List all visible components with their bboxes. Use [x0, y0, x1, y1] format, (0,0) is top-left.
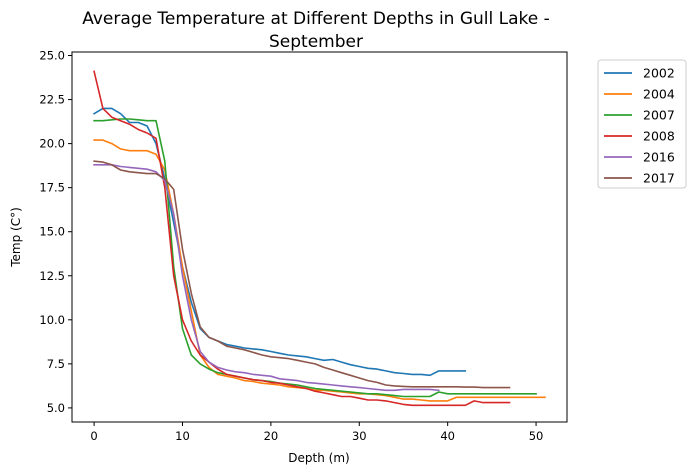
series-layer: [93, 70, 546, 407]
y-tick-label: 12.5: [39, 269, 65, 283]
series-line-2002: [93, 107, 467, 377]
legend-label-2004: 2004: [643, 87, 675, 102]
legend: 2002 2004 2007 2008 2016 2017: [597, 59, 687, 189]
y-tick-label: 25.0: [39, 49, 65, 63]
y-tick-label: 17.5: [39, 181, 65, 195]
series-line-2016: [93, 164, 440, 392]
y-tick-label: 7.5: [47, 357, 65, 371]
legend-label-2017: 2017: [643, 171, 675, 186]
x-tick-label: 50: [529, 429, 544, 443]
series-line-2017: [93, 160, 511, 389]
y-tick-label: 20.0: [39, 137, 65, 151]
y-tick-label: 15.0: [39, 225, 65, 239]
plot-frame: [71, 51, 568, 423]
y-tick-label: 10.0: [39, 313, 65, 327]
chart-title-line-2: September: [269, 32, 363, 52]
legend-label-2007: 2007: [643, 108, 675, 123]
x-axis-ticks: 0 10 20 30 40 50: [90, 422, 543, 443]
y-tick-label: 5.0: [47, 401, 65, 415]
y-axis-label: Temp (C°): [9, 207, 23, 268]
x-tick-label: 40: [440, 429, 455, 443]
series-line-2007: [93, 118, 537, 398]
x-axis-label: Depth (m): [288, 451, 349, 465]
x-tick-label: 0: [90, 429, 97, 443]
legend-label-2002: 2002: [643, 66, 675, 81]
series-line-2004: [93, 139, 546, 402]
legend-box: [597, 59, 687, 189]
y-tick-label: 22.5: [39, 93, 65, 107]
legend-label-2008: 2008: [643, 129, 675, 144]
legend-label-2016: 2016: [643, 150, 675, 165]
x-tick-label: 10: [175, 429, 190, 443]
y-axis-ticks: 5.0 7.5 10.0 12.5 15.0 17.5 20.0 22.5 25.0: [39, 49, 72, 415]
x-tick-label: 30: [352, 429, 367, 443]
x-tick-label: 20: [264, 429, 279, 443]
chart-title-line-1: Average Temperature at Different Depths …: [82, 9, 550, 29]
